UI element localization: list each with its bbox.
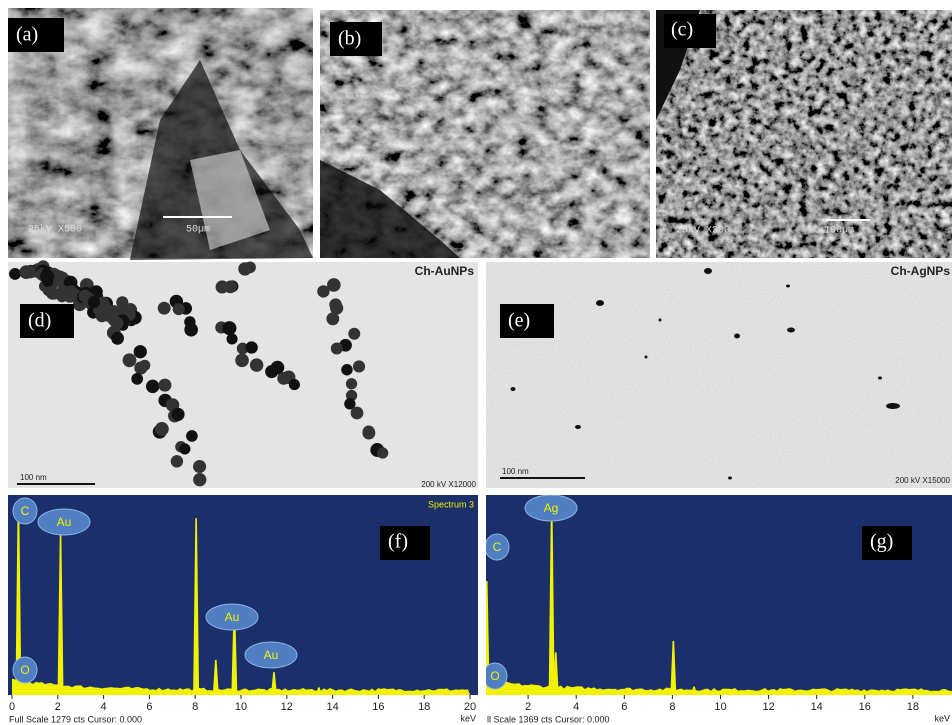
figure: (a) (b) (c) (d) (e) 25kV X500 50µm 25kV … [0,0,952,725]
sem-caption: 25kV X500 [28,224,82,236]
x-tick-label: 10 [235,701,247,713]
spectrum-title: Spectrum 3 [428,499,474,509]
scale-label: 100 nm [20,473,47,482]
particle [193,473,206,486]
spectrum-chart: C Au O Au Au Spectrum 3 (f) 0 2 4 6 8 10 12 14 16 18 20ke… [8,495,478,725]
panel-label: (d) [28,310,51,332]
element-label: Au [225,610,240,624]
x-tick-label: 0 [9,701,15,713]
particle [88,296,100,308]
x-tick-label: 16 [372,701,384,713]
panel-label: (b) [338,28,361,50]
sample-name: Ch-AgNPs [891,264,951,278]
particle [42,276,53,287]
particle [331,343,343,355]
particle [111,332,124,345]
particle [184,323,198,337]
particle [216,280,229,293]
particle [277,372,290,385]
x-tick-label: 12 [762,701,774,713]
particle [353,360,365,372]
x-tick-label: 2 [525,701,531,713]
scale-label: 100 nm [502,467,529,476]
x-tick-label: 8 [669,701,675,713]
sample-name: Ch-AuNPs [415,264,475,278]
panel-label: (a) [16,24,38,46]
particle [173,303,185,315]
particle [193,460,206,473]
element-label: C [493,540,502,554]
x-tick-label: 8 [192,701,198,713]
particle [317,285,329,297]
particle [250,358,263,371]
x-tick-label: 18 [907,701,919,713]
panel-label: (g) [870,531,893,553]
particle [235,354,249,368]
x-tick-label: 6 [621,701,627,713]
particle [346,378,357,389]
particle [289,379,300,390]
sem-caption: 25kV X200 [676,225,730,237]
scale-label: 50µm [186,225,210,236]
element-label: O [20,663,29,677]
x-tick-label: 18 [418,701,430,713]
scale-label: 100µm [824,226,854,237]
particle [155,422,169,436]
particle [158,302,171,315]
x-tick-label: 14 [326,701,338,713]
panel-label: (e) [508,310,530,332]
particle [146,380,159,393]
particle [179,443,190,454]
footer: ll Scale 1369 cts Cursor: 0.000 [487,714,610,724]
element-label: C [21,504,30,518]
particle [222,321,236,335]
x-tick-label: 10 [714,701,726,713]
footer: Full Scale 1279 cts Cursor: 0.000 [9,714,142,724]
x-tick-label: 16 [859,701,871,713]
element-label: Au [264,648,279,662]
particle [171,455,183,467]
particle [227,333,238,344]
particle [158,379,171,392]
x-axis-label: keV [460,713,476,723]
particle [351,407,364,420]
particle [238,262,251,275]
panel-label: (c) [671,19,693,41]
tem-image [486,262,952,488]
x-tick-label: 4 [573,701,579,713]
particle [123,353,137,367]
tem-caption: 200 kV X12000 [421,480,476,489]
particle [186,430,198,442]
x-tick-label: 12 [281,701,293,713]
particle [24,266,37,279]
x-tick-label: 6 [146,701,152,713]
x-tick-label: 14 [811,701,823,713]
element-label: O [490,669,499,683]
x-tick-label: 4 [101,701,107,713]
particle [171,408,184,421]
panel-label: (f) [388,531,408,553]
particle [362,427,375,440]
x-axis-label: keV [934,713,950,723]
x-tick-label: 2 [55,701,61,713]
particle [134,345,147,358]
particle [131,373,143,385]
element-label: Au [57,515,72,529]
particle [377,447,388,458]
element-label: Ag [544,501,559,515]
particle [326,312,339,325]
x-tick-label: 20 [464,701,476,713]
tem-caption: 200 kV X15000 [895,476,950,485]
particle [245,341,257,353]
particle [348,328,360,340]
particle [341,364,352,375]
particle [139,360,150,371]
particle [9,268,21,280]
